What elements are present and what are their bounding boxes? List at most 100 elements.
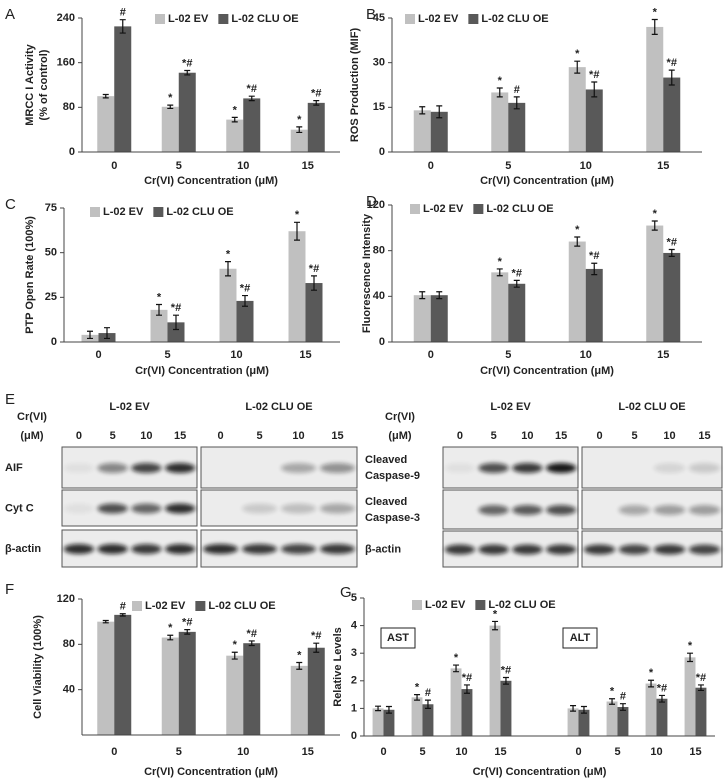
- panel-letter: E: [5, 391, 15, 408]
- blot-band: [280, 463, 317, 473]
- y-axis-label: PTP Open Rate (100%): [24, 216, 36, 334]
- error-bar: [296, 661, 303, 670]
- error-bar: [668, 248, 675, 257]
- blot-row-label: Cyt C: [5, 502, 34, 514]
- x-tick-label: 10: [650, 746, 662, 758]
- x-axis-label: Cr(VI) Concentration (μM): [144, 766, 278, 778]
- significance-mark: #: [620, 691, 626, 703]
- legend-swatch: [475, 600, 486, 610]
- bar: [161, 637, 179, 735]
- blot-band: [319, 544, 356, 554]
- significance-mark: *: [226, 249, 231, 261]
- legend-label: L-02 EV: [423, 203, 464, 215]
- error-bar: [167, 634, 174, 641]
- y-axis-label: Cell Viability (100%): [32, 615, 44, 719]
- significance-mark: *#: [171, 302, 181, 314]
- bar: [219, 268, 237, 342]
- blot-band: [512, 544, 543, 555]
- error-bar: [574, 60, 581, 74]
- cell-line-label: L-02 EV: [109, 401, 150, 413]
- blot-band: [131, 503, 162, 514]
- error-bar: [294, 221, 300, 241]
- y-axis-label: (% of control): [38, 49, 50, 120]
- bar: [695, 687, 707, 736]
- y-tick-label: 45: [373, 12, 385, 24]
- significance-mark: *#: [696, 672, 706, 684]
- y-tick-label: 0: [351, 730, 357, 742]
- error-bar: [419, 291, 426, 300]
- panel-letter: C: [5, 196, 16, 213]
- error-bar: [87, 330, 93, 340]
- bar: [430, 295, 448, 342]
- error-bar: [313, 100, 320, 106]
- y-tick-label: 0: [69, 146, 75, 158]
- significance-mark: *: [649, 667, 654, 679]
- significance-mark: *: [575, 224, 580, 236]
- bar: [568, 241, 586, 342]
- bar: [568, 67, 586, 152]
- y-tick-label: 120: [367, 199, 385, 211]
- bar: [372, 708, 384, 736]
- bar: [585, 268, 603, 342]
- legend-label: L-02 EV: [418, 13, 459, 25]
- significance-mark: *: [168, 622, 173, 634]
- y-tick-label: 75: [45, 202, 57, 214]
- bar: [226, 655, 244, 735]
- error-bar: [248, 640, 255, 647]
- legend-swatch: [90, 207, 100, 217]
- x-tick-label: 5: [614, 746, 620, 758]
- legend-label: L-02 CLU OE: [231, 13, 298, 25]
- x-tick-label: 0: [575, 746, 581, 758]
- bar: [305, 283, 323, 342]
- x-axis-label: Cr(VI) Concentration (μM): [480, 365, 614, 377]
- bar: [178, 631, 196, 735]
- blot-band: [131, 463, 162, 473]
- dose-header: Cr(VI): [17, 411, 47, 423]
- legend-label: L-02 EV: [168, 13, 209, 25]
- error-bar: [513, 96, 520, 110]
- legend-swatch: [155, 14, 165, 24]
- error-bar: [313, 642, 320, 653]
- panel-letter: D: [366, 193, 377, 210]
- significance-mark: *#: [589, 69, 599, 81]
- dose-label: 10: [140, 430, 152, 442]
- dose-label: 15: [698, 430, 710, 442]
- significance-mark: *: [653, 208, 658, 220]
- significance-mark: *#: [182, 57, 192, 69]
- legend-label: L-02 EV: [103, 206, 144, 218]
- bar: [243, 98, 261, 152]
- bar: [97, 96, 115, 152]
- blot-band: [164, 503, 196, 514]
- bar: [114, 614, 132, 735]
- blot-row-label: Cleaved: [365, 454, 407, 466]
- error-bar: [311, 275, 317, 291]
- significance-mark: *#: [462, 672, 472, 684]
- blot-band: [280, 503, 317, 514]
- blot-band: [653, 463, 686, 473]
- error-bar: [496, 268, 503, 277]
- error-bar: [296, 126, 303, 134]
- bar: [450, 668, 462, 736]
- y-tick-label: 1: [351, 702, 357, 714]
- bar: [307, 647, 325, 735]
- significance-mark: *: [168, 92, 173, 104]
- significance-mark: *#: [657, 682, 667, 694]
- blot-band: [478, 463, 509, 473]
- error-bar: [436, 291, 443, 300]
- legend-swatch: [405, 14, 415, 24]
- blot-band: [241, 503, 278, 514]
- bar: [411, 697, 423, 736]
- blot-band: [319, 503, 356, 514]
- dose-header: (μM): [388, 430, 412, 442]
- panel-letter: A: [5, 6, 15, 23]
- blot-row-label: β-actin: [5, 543, 41, 555]
- bar: [663, 77, 681, 152]
- x-axis-label: Cr(VI) Concentration (μM): [144, 175, 278, 187]
- error-bar: [658, 694, 665, 703]
- error-bar: [156, 303, 162, 316]
- significance-mark: *#: [501, 664, 511, 676]
- significance-mark: *: [498, 75, 503, 87]
- x-tick-label: 5: [176, 746, 182, 758]
- y-tick-label: 0: [379, 146, 385, 158]
- bar: [167, 322, 185, 342]
